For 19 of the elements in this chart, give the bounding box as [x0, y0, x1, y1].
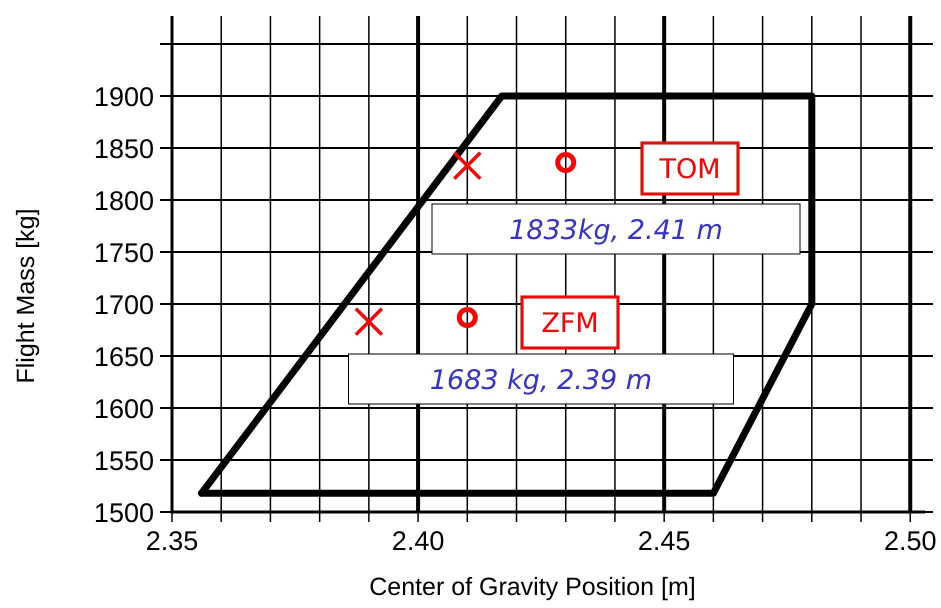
- annotation: ZFM: [541, 308, 599, 339]
- x-axis-title: Center of Gravity Position [m]: [369, 573, 696, 601]
- y-axis-title: Flight Mass [kg]: [12, 208, 40, 384]
- y-tick-label: 1650: [94, 342, 154, 372]
- x-tick-label: 2.40: [392, 526, 444, 556]
- y-tick-label: 1700: [94, 290, 154, 320]
- y-tick-label: 1750: [94, 238, 154, 268]
- x-tick-label: 2.50: [884, 526, 937, 556]
- annotation: TOM: [658, 154, 721, 185]
- annotation: 1833kg, 2.41 m: [509, 215, 723, 246]
- y-tick-label: 1850: [94, 134, 154, 164]
- y-tick-label: 1500: [94, 498, 154, 528]
- x-tick-label: 2.45: [638, 526, 690, 556]
- y-tick-label: 1600: [94, 394, 154, 424]
- annotation: 1683 kg, 2.39 m: [430, 365, 652, 396]
- y-tick-label: 1900: [94, 82, 154, 112]
- x-tick-label: 2.35: [146, 526, 198, 556]
- y-tick-label: 1800: [94, 186, 154, 216]
- y-tick-label: 1550: [94, 446, 154, 476]
